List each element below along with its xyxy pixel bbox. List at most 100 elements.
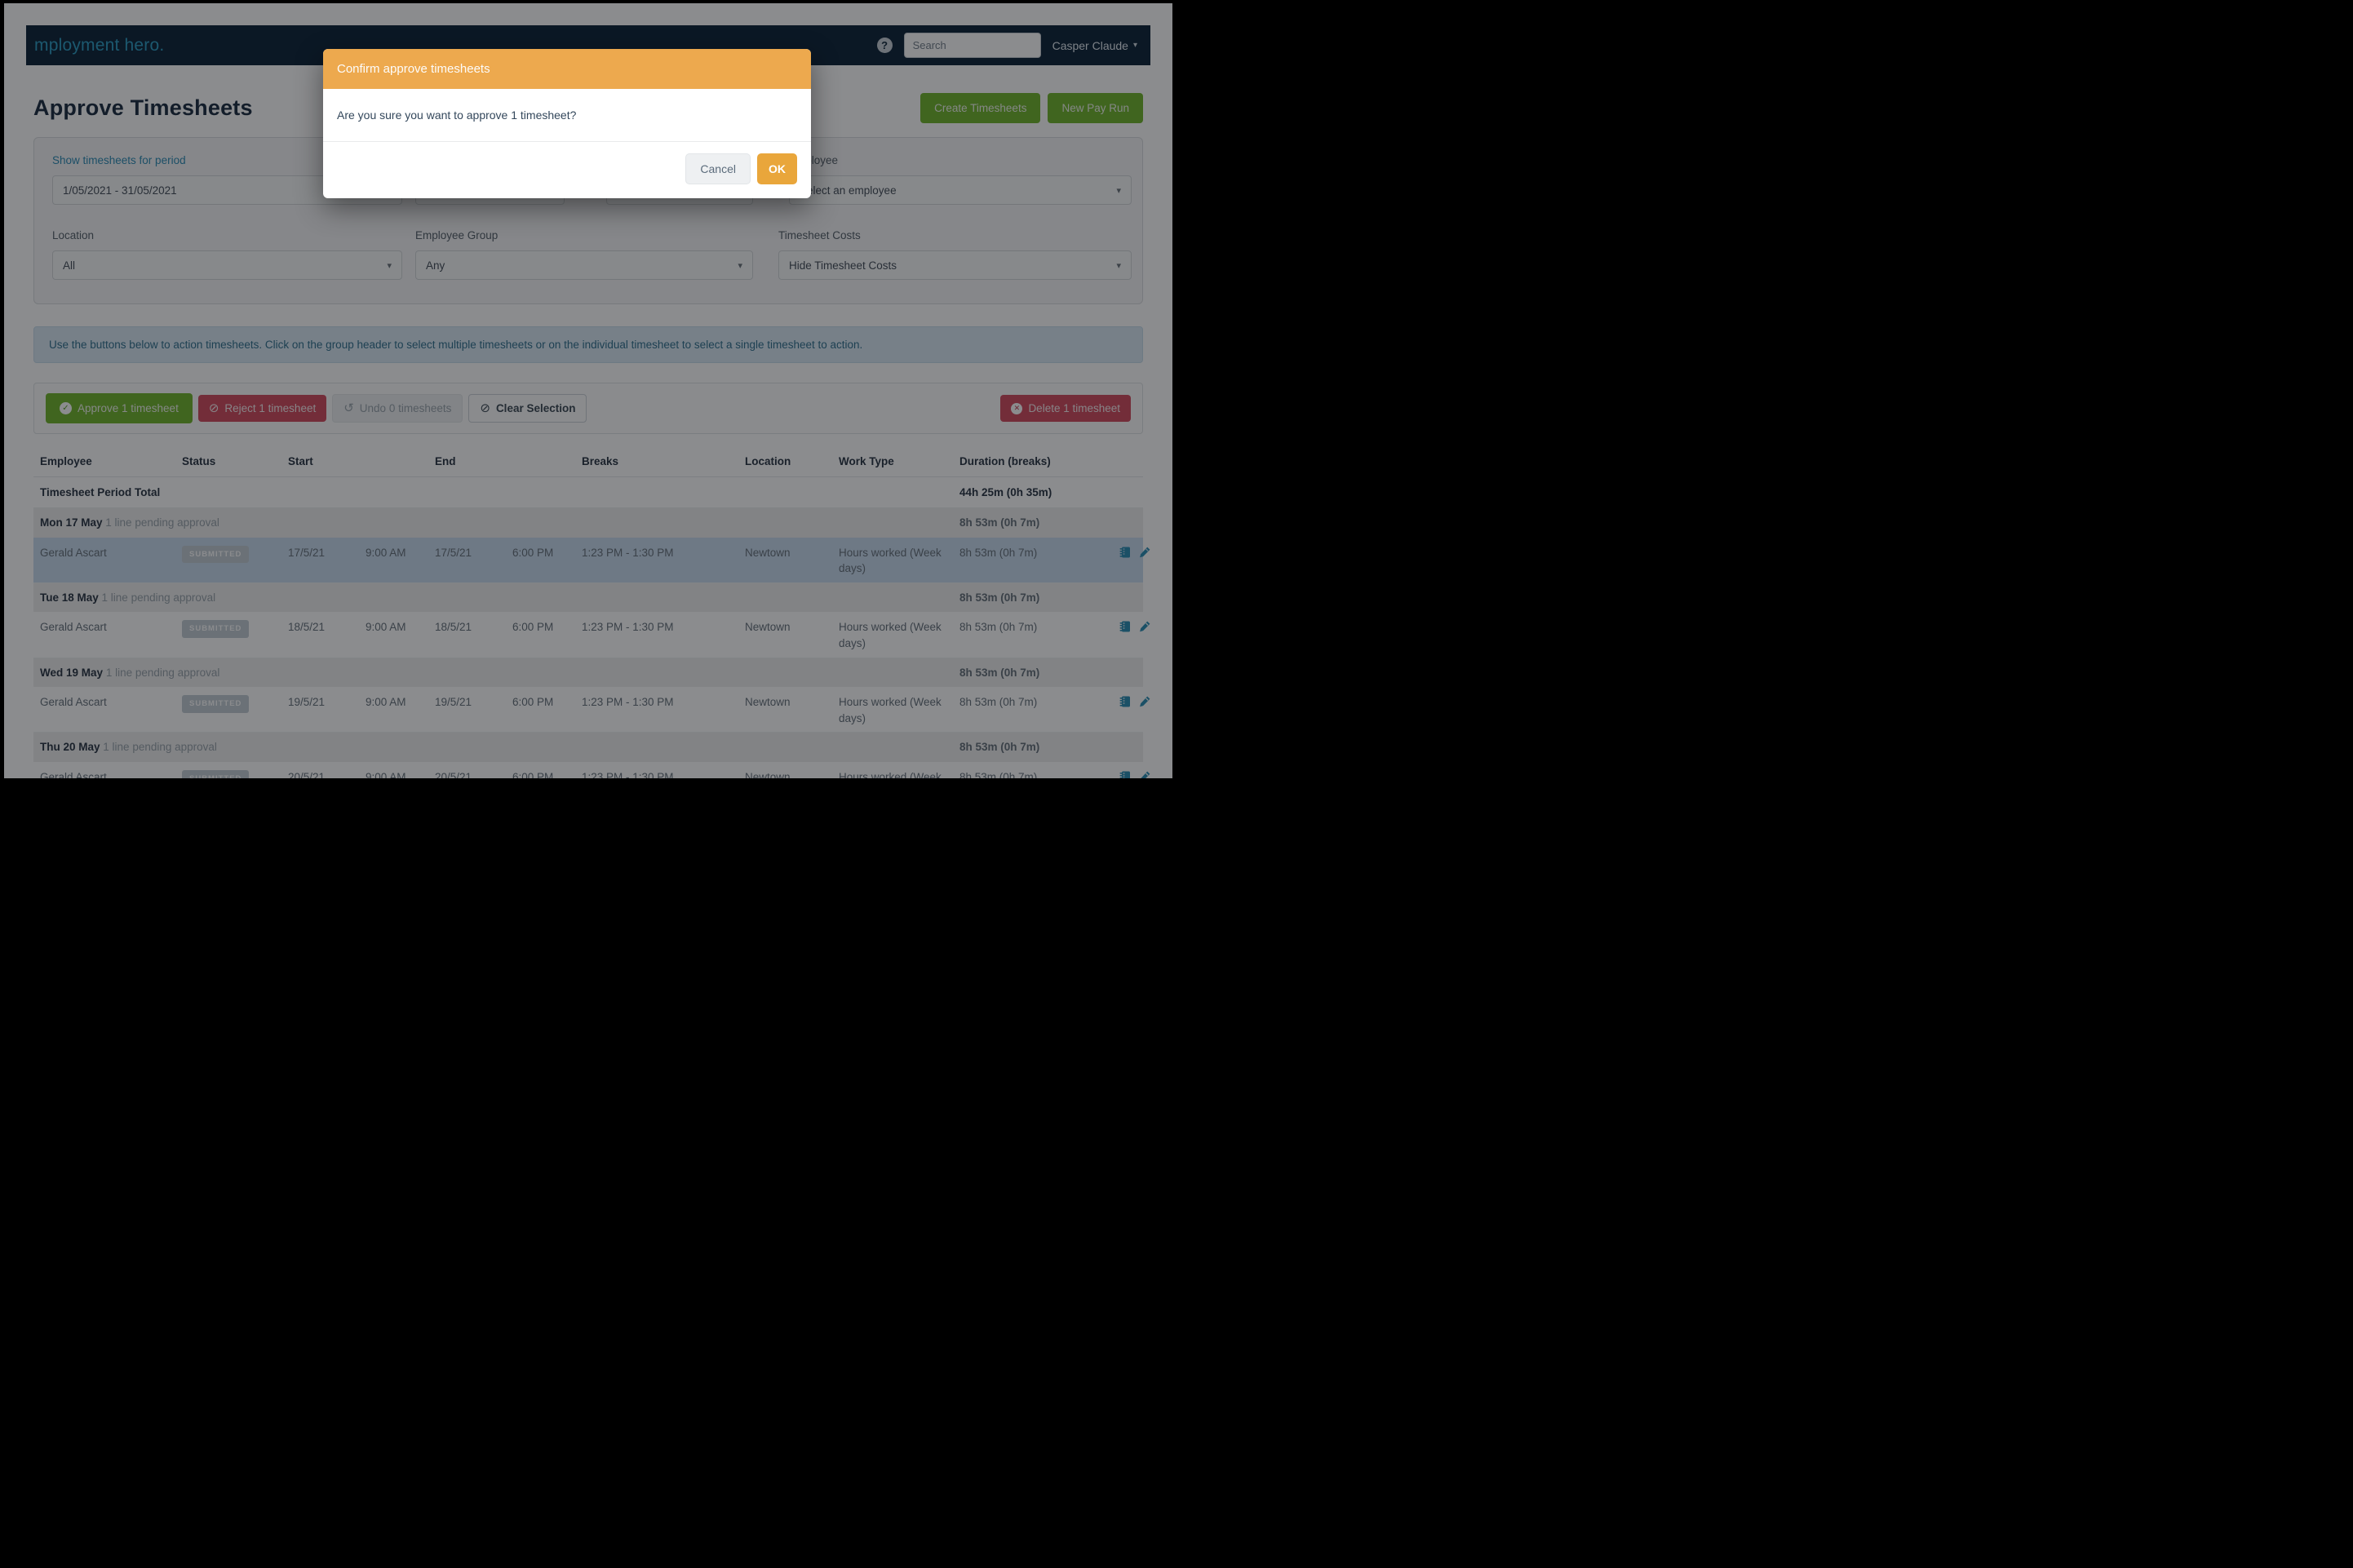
cell-employee: Gerald Ascart (40, 696, 107, 709)
group-day: Thu 20 May (40, 741, 100, 754)
search-input[interactable] (903, 33, 1041, 58)
notes-icon[interactable] (1119, 546, 1132, 559)
user-menu[interactable]: Casper Claude ▾ (1052, 39, 1137, 52)
ok-button[interactable]: OK (757, 153, 797, 184)
cell-breaks: 1:23 PM - 1:30 PM (582, 696, 674, 709)
status-badge: SUBMITTED (182, 769, 250, 778)
edit-pencil-icon[interactable] (1138, 770, 1151, 778)
action-bar: ✓ Approve 1 timesheet ⊘ Reject 1 timeshe… (33, 383, 1143, 434)
cell-end-time: 6:00 PM (512, 621, 554, 634)
notes-icon[interactable] (1119, 620, 1132, 633)
modal-title: Confirm approve timesheets (323, 49, 811, 89)
timesheet-row[interactable]: Gerald Ascart SUBMITTED 18/5/21 9:00 AM … (33, 612, 1150, 658)
cell-end-date: 19/5/21 (435, 696, 472, 709)
timesheet-costs-select[interactable]: Hide Timesheet Costs ▾ (778, 250, 1132, 280)
notes-icon[interactable] (1119, 770, 1132, 778)
cell-breaks: 1:23 PM - 1:30 PM (582, 546, 674, 559)
cell-end-time: 6:00 PM (512, 696, 554, 709)
cell-end-date: 18/5/21 (435, 621, 472, 634)
reject-timesheet-button[interactable]: ⊘ Reject 1 timesheet (197, 395, 327, 422)
group-duration: 8h 53m (0h 7m) (959, 741, 1040, 754)
group-header-row[interactable]: Wed 19 May 1 line pending approval 8h 53… (33, 658, 1143, 688)
cell-work-type: Hours worked (Week days) (839, 770, 942, 778)
timesheet-row[interactable]: Gerald Ascart SUBMITTED 17/5/21 9:00 AM … (33, 537, 1150, 583)
cell-location: Newtown (745, 546, 791, 559)
cell-end-time: 6:00 PM (512, 770, 554, 778)
col-header-employee: Employee (40, 455, 92, 467)
cell-location: Newtown (745, 621, 791, 634)
edit-pencil-icon[interactable] (1138, 620, 1151, 633)
employee-group-select[interactable]: Any ▾ (415, 250, 753, 280)
group-header-row[interactable]: Tue 18 May 1 line pending approval 8h 53… (33, 582, 1143, 613)
cell-duration: 8h 53m (0h 7m) (959, 621, 1038, 634)
cell-start-time: 9:00 AM (366, 621, 406, 634)
group-duration: 8h 53m (0h 7m) (959, 516, 1040, 529)
cell-location: Newtown (745, 696, 791, 709)
select-caret-icon: ▾ (1116, 185, 1121, 196)
period-total-duration: 44h 25m (0h 35m) (959, 485, 1052, 498)
group-duration: 8h 53m (0h 7m) (959, 591, 1040, 604)
select-caret-icon: ▾ (387, 260, 392, 271)
col-header-start: Start (288, 455, 313, 467)
timesheet-row[interactable]: Gerald Ascart SUBMITTED 20/5/21 9:00 AM … (33, 762, 1150, 778)
cell-end-time: 6:00 PM (512, 546, 554, 559)
period-label[interactable]: Show timesheets for period (52, 154, 186, 166)
cell-start-date: 19/5/21 (288, 696, 326, 709)
cell-breaks: 1:23 PM - 1:30 PM (582, 770, 674, 778)
location-select[interactable]: All ▾ (52, 250, 402, 280)
col-header-end: End (435, 455, 456, 467)
cell-employee: Gerald Ascart (40, 770, 107, 778)
table-header-row: Employee Status Start End Breaks Locatio… (33, 447, 1143, 477)
location-label: Location (52, 229, 95, 241)
cell-start-time: 9:00 AM (366, 546, 406, 559)
help-icon[interactable]: ? (876, 38, 893, 53)
period-total-label: Timesheet Period Total (40, 485, 161, 498)
group-day: Mon 17 May (40, 516, 103, 529)
group-note: 1 line pending approval (105, 666, 220, 679)
screenshot-frame: mployment hero. ? Casper Claude ▾ Approv… (0, 0, 1176, 784)
cell-start-time: 9:00 AM (366, 770, 406, 778)
col-header-status: Status (182, 455, 216, 467)
employment-hero-logo: mployment hero. (34, 35, 165, 55)
group-header-row[interactable]: Thu 20 May 1 line pending approval 8h 53… (33, 733, 1143, 762)
cell-duration: 8h 53m (0h 7m) (959, 546, 1038, 559)
edit-pencil-icon[interactable] (1138, 695, 1151, 708)
cell-start-time: 9:00 AM (366, 696, 406, 709)
user-name: Casper Claude (1052, 38, 1128, 52)
col-header-work-type: Work Type (839, 455, 894, 467)
notes-icon[interactable] (1119, 695, 1132, 708)
timesheet-row[interactable]: Gerald Ascart SUBMITTED 19/5/21 9:00 AM … (33, 687, 1150, 733)
info-banner: Use the buttons below to action timeshee… (33, 326, 1143, 363)
cell-end-date: 17/5/21 (435, 546, 472, 559)
x-circle-icon: ✕ (1011, 402, 1023, 414)
cell-start-date: 20/5/21 (288, 770, 326, 778)
create-timesheets-button[interactable]: Create Timesheets (920, 93, 1041, 123)
cell-duration: 8h 53m (0h 7m) (959, 770, 1038, 778)
chevron-down-icon: ▾ (1132, 41, 1137, 50)
cell-start-date: 18/5/21 (288, 621, 326, 634)
cancel-button[interactable]: Cancel (685, 153, 751, 184)
cell-duration: 8h 53m (0h 7m) (959, 696, 1038, 709)
period-total-row: Timesheet Period Total 44h 25m (0h 35m) (33, 477, 1143, 509)
group-note: 1 line pending approval (101, 591, 216, 604)
edit-pencil-icon[interactable] (1138, 546, 1151, 559)
check-circle-icon: ✓ (60, 402, 72, 414)
slash-circle-icon: ⊘ (480, 401, 490, 415)
clear-selection-button[interactable]: ⊘ Clear Selection (468, 394, 587, 423)
delete-timesheet-button[interactable]: ✕ Delete 1 timesheet (1000, 395, 1131, 422)
timesheet-costs-label: Timesheet Costs (778, 229, 861, 241)
group-day: Wed 19 May (40, 666, 104, 679)
group-duration: 8h 53m (0h 7m) (959, 666, 1040, 679)
approve-timesheet-button[interactable]: ✓ Approve 1 timesheet (46, 393, 193, 423)
undo-timesheets-button[interactable]: ↺ Undo 0 timesheets (332, 394, 463, 423)
cell-start-date: 17/5/21 (288, 546, 326, 559)
group-header-row[interactable]: Mon 17 May 1 line pending approval 8h 53… (33, 508, 1143, 538)
status-badge: SUBMITTED (182, 545, 250, 564)
col-header-duration: Duration (breaks) (959, 455, 1051, 467)
cell-breaks: 1:23 PM - 1:30 PM (582, 621, 674, 634)
cell-work-type: Hours worked (Week days) (839, 696, 942, 724)
page-title: Approve Timesheets (33, 95, 253, 120)
status-badge: SUBMITTED (182, 620, 250, 639)
select-caret-icon: ▾ (1116, 260, 1121, 271)
new-pay-run-button[interactable]: New Pay Run (1048, 93, 1143, 123)
